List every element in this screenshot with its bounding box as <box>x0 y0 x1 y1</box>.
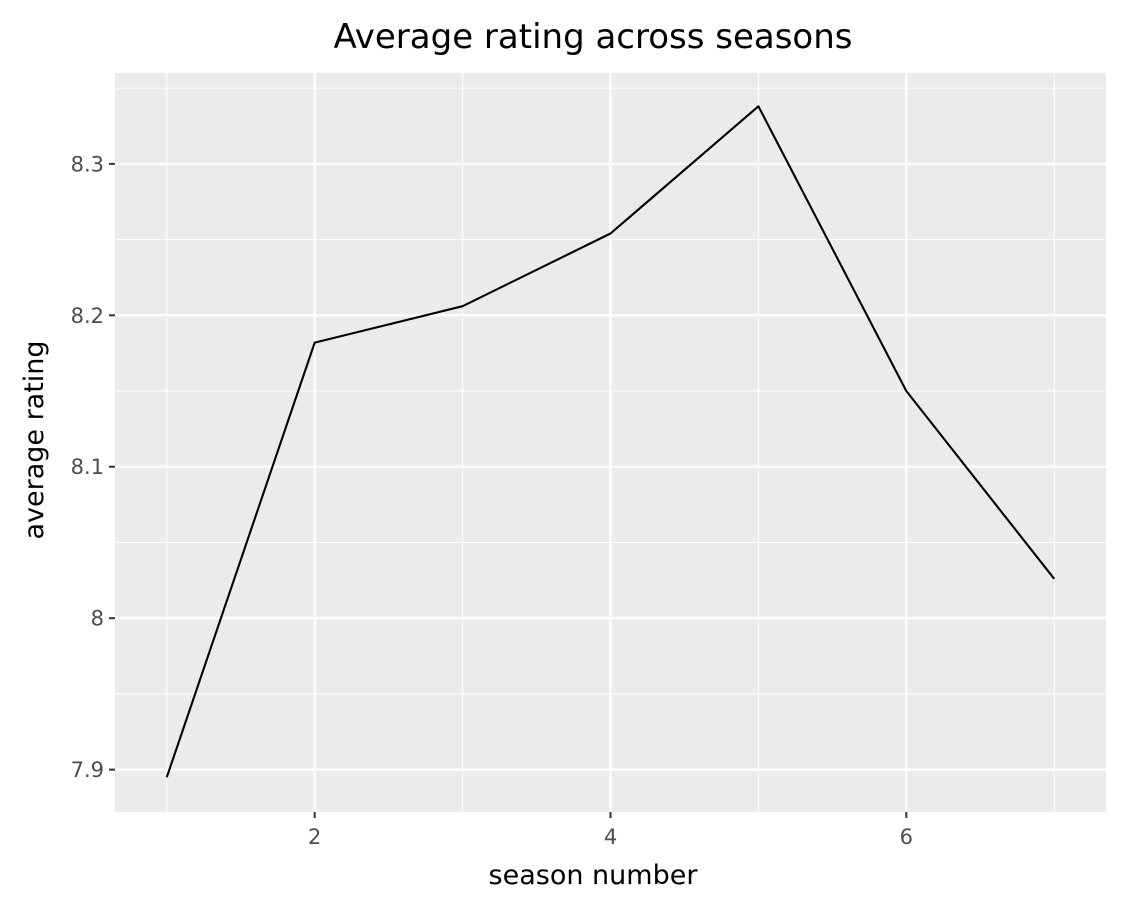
x-axis: 2 4 6 <box>308 812 913 849</box>
x-axis-title: season number <box>489 860 699 891</box>
y-tick-label: 7.9 <box>71 758 104 782</box>
y-tick-label: 8.3 <box>71 152 104 176</box>
y-tick-label: 8 <box>91 607 104 631</box>
chart-title: Average rating across seasons <box>334 17 853 57</box>
series-line <box>165 105 1056 778</box>
y-tick-label: 8.2 <box>71 304 104 328</box>
y-axis: 7.9 8 8.1 8.2 8.3 <box>71 152 115 782</box>
x-tick-label: 6 <box>900 825 913 849</box>
y-axis-title: average rating <box>19 340 50 539</box>
x-tick-label: 2 <box>308 825 321 849</box>
y-tick-label: 8.1 <box>71 455 104 479</box>
x-tick-label: 4 <box>604 825 617 849</box>
major-gridlines <box>115 73 1106 812</box>
